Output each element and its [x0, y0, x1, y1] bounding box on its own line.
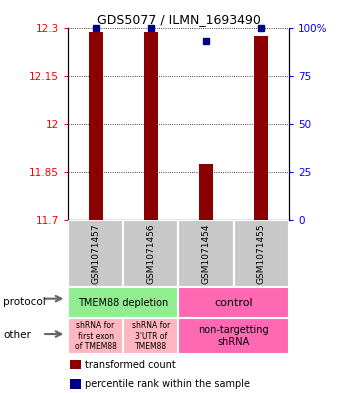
Bar	[70, 379, 81, 389]
Bar	[70, 360, 81, 369]
Bar	[178, 287, 289, 318]
Bar	[68, 318, 123, 354]
Bar	[254, 35, 268, 220]
Text: non-targetting
shRNA: non-targetting shRNA	[199, 325, 269, 347]
Bar	[68, 287, 178, 318]
Bar	[199, 164, 213, 220]
Bar	[68, 220, 123, 287]
Text: GSM1071456: GSM1071456	[147, 223, 155, 284]
Bar	[178, 220, 234, 287]
Bar	[89, 32, 103, 220]
Title: GDS5077 / ILMN_1693490: GDS5077 / ILMN_1693490	[97, 13, 260, 26]
Bar	[123, 220, 178, 287]
Text: other: other	[3, 330, 31, 340]
Text: GSM1071454: GSM1071454	[202, 223, 210, 284]
Text: GSM1071457: GSM1071457	[91, 223, 100, 284]
Text: shRNA for
3'UTR of
TMEM88: shRNA for 3'UTR of TMEM88	[132, 321, 170, 351]
Text: protocol: protocol	[3, 297, 46, 307]
Text: GSM1071455: GSM1071455	[257, 223, 266, 284]
Bar	[178, 318, 289, 354]
Text: percentile rank within the sample: percentile rank within the sample	[85, 379, 250, 389]
Text: control: control	[215, 298, 253, 308]
Text: transformed count: transformed count	[85, 360, 175, 369]
Text: TMEM88 depletion: TMEM88 depletion	[78, 298, 168, 308]
Text: shRNA for
first exon
of TMEM88: shRNA for first exon of TMEM88	[75, 321, 117, 351]
Bar	[234, 220, 289, 287]
Bar	[123, 318, 178, 354]
Bar	[144, 32, 158, 220]
